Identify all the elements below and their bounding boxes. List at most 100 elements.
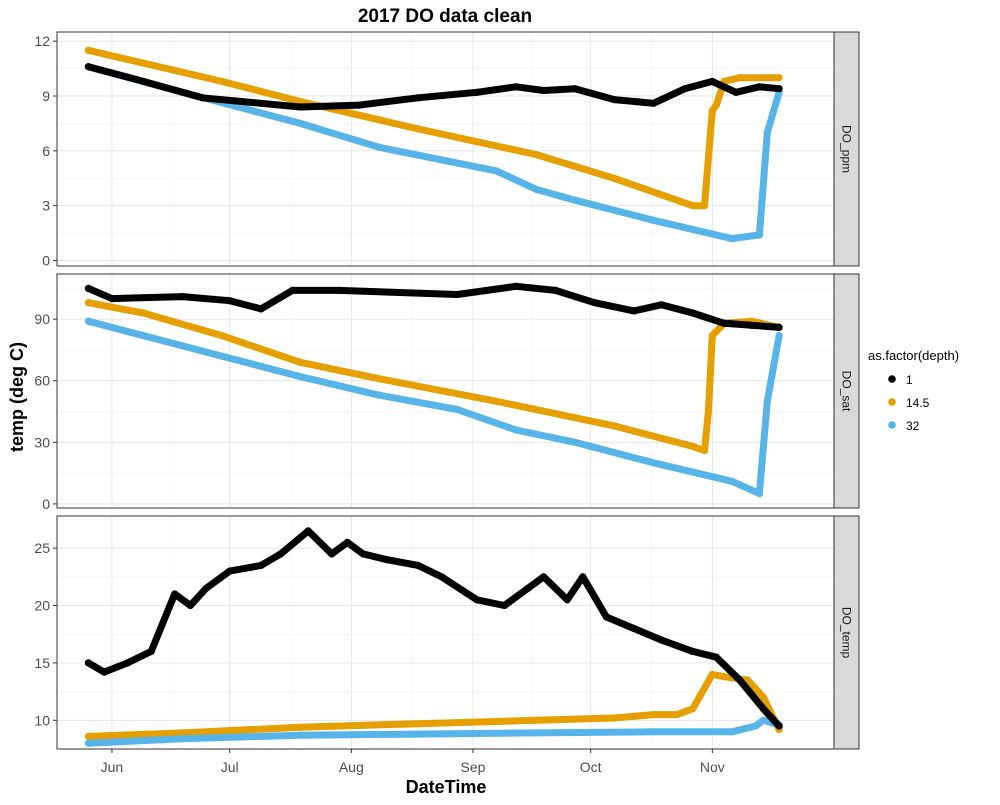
data-point: [563, 596, 571, 604]
data-point: [108, 295, 116, 303]
data-point: [704, 407, 713, 416]
series-band-1: [84, 63, 783, 111]
data-point: [383, 556, 391, 564]
data-point: [649, 216, 658, 224]
data-point: [257, 305, 265, 313]
y-tick-label: 60: [34, 373, 50, 389]
data-point: [375, 391, 383, 399]
data-point: [139, 309, 147, 317]
facet-strip: [833, 273, 860, 509]
data-point: [84, 317, 92, 325]
data-point: [657, 301, 665, 309]
data-point: [179, 729, 187, 737]
chart-title: 2017 DO data clean: [358, 6, 532, 27]
y-axis-label: temp (deg C): [7, 342, 27, 452]
data-point: [84, 299, 92, 307]
x-tick-label: Aug: [339, 759, 364, 775]
data-point: [728, 235, 736, 243]
data-point: [500, 601, 508, 610]
data-point: [759, 705, 768, 713]
data-point: [755, 490, 764, 498]
y-tick-label: 9: [42, 88, 50, 104]
data-point: [602, 613, 611, 621]
data-point: [296, 119, 304, 127]
y-tick-label: 0: [42, 253, 50, 269]
data-point: [728, 728, 736, 736]
x-tick-label: Jun: [101, 759, 124, 775]
y-tick-label: 90: [34, 311, 50, 327]
legend-label: 32: [906, 419, 920, 433]
data-point: [700, 202, 709, 210]
data-point: [414, 730, 422, 738]
data-point: [712, 653, 720, 661]
x-tick-label: Jul: [221, 759, 239, 775]
data-point: [296, 103, 304, 111]
y-tick-label: 6: [42, 143, 50, 159]
data-point: [689, 309, 697, 317]
data-point: [540, 573, 548, 581]
y-tick-label: 12: [34, 33, 50, 49]
legend-label: 14.5: [906, 396, 930, 410]
data-point: [673, 711, 681, 719]
data-point: [124, 659, 132, 667]
data-point: [226, 297, 234, 305]
data-point: [84, 46, 92, 54]
facet-strip-label: DO_temp: [840, 607, 854, 659]
x-axis: Jun Jul Aug Sep Oct Nov: [101, 749, 725, 775]
y-tick-label: 20: [34, 598, 50, 614]
y-tick-label: 0: [42, 496, 50, 512]
data-point: [186, 601, 194, 610]
data-point: [708, 332, 716, 340]
data-point: [532, 716, 540, 724]
data-point: [304, 527, 312, 535]
data-point: [649, 728, 658, 736]
data-point: [649, 711, 658, 719]
data-point: [492, 397, 501, 405]
data-point: [532, 150, 540, 159]
legend-entries: 1 14.5 32: [888, 373, 930, 433]
data-point: [512, 282, 520, 290]
x-tick-label: Oct: [580, 759, 602, 775]
data-point: [579, 573, 587, 581]
data-point: [591, 299, 599, 307]
legend-title: as.factor(depth): [868, 348, 959, 363]
panel-DO_temp: 10 15 20 25 DO_temp: [34, 515, 860, 750]
data-point: [84, 63, 92, 71]
data-point: [100, 668, 108, 676]
data-point: [630, 307, 638, 315]
data-point: [453, 290, 461, 299]
data-point: [414, 561, 422, 570]
data-point: [512, 83, 520, 91]
data-point: [700, 446, 709, 455]
data-point: [296, 373, 304, 381]
data-point: [712, 101, 720, 109]
data-point: [473, 596, 481, 604]
facet-strip: [833, 31, 860, 267]
data-point: [736, 676, 744, 684]
data-point: [708, 107, 716, 115]
data-point: [689, 202, 697, 210]
data-point: [171, 590, 179, 598]
data-point: [571, 85, 579, 93]
legend-key-32: [888, 421, 896, 429]
data-point: [755, 231, 764, 239]
data-point: [524, 584, 532, 592]
data-point: [343, 538, 351, 547]
data-point: [728, 477, 736, 485]
data-point: [775, 323, 783, 331]
data-point: [375, 143, 383, 151]
data-point: [179, 735, 187, 743]
legend-label: 1: [906, 373, 913, 387]
data-point: [540, 86, 548, 95]
data-point: [492, 167, 501, 175]
data-point: [296, 358, 304, 366]
data-point: [84, 659, 92, 667]
data-point: [755, 83, 764, 91]
data-point: [355, 101, 363, 109]
data-point: [453, 405, 461, 414]
data-point: [139, 59, 147, 67]
data-point: [414, 125, 422, 133]
legend-key-1: [888, 375, 896, 383]
data-point: [775, 85, 783, 93]
